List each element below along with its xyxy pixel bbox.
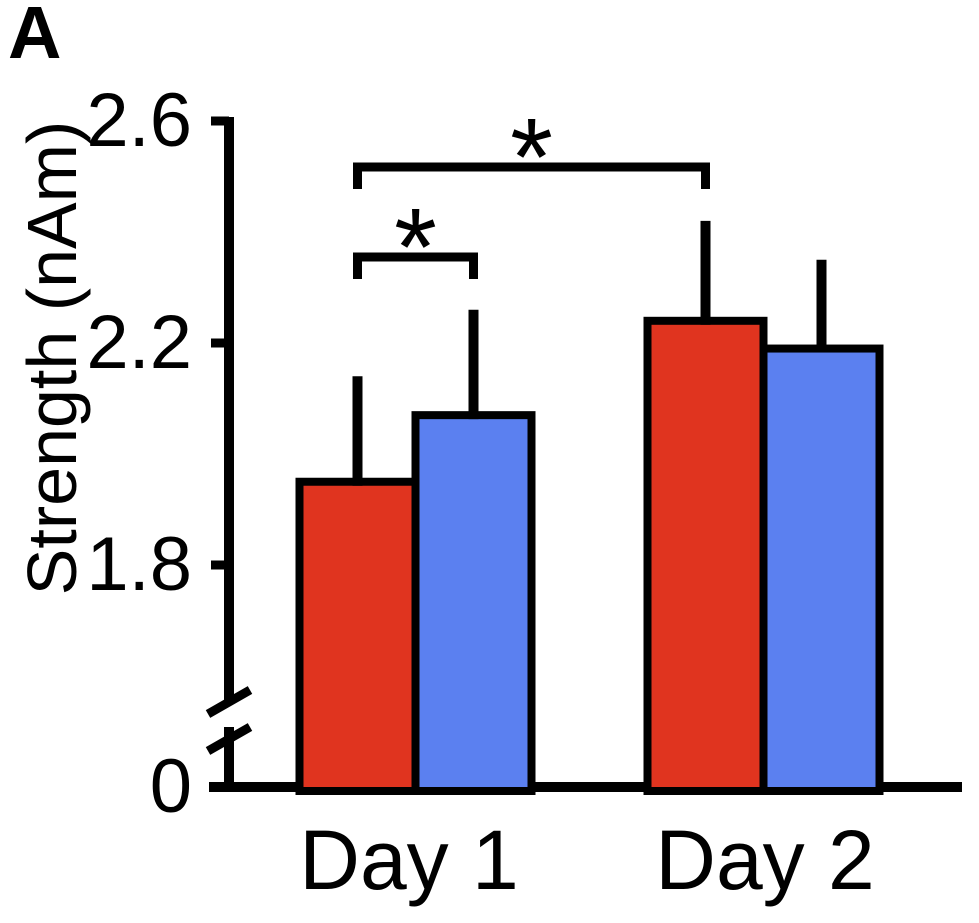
x-category-label-day1: Day 1 (299, 813, 519, 907)
bar-day1-red (295, 477, 420, 795)
panel-label: A (8, 0, 62, 74)
bar-day2-blue (759, 344, 884, 795)
significance-star-1: * (394, 186, 437, 309)
y-tick-label-2.6: 2.6 (86, 78, 192, 163)
x-category-label-day2: Day 2 (655, 813, 875, 907)
y-tick-label-1.8: 1.8 (86, 522, 192, 607)
significance-bracket-2 (353, 162, 710, 189)
axis-break-slash-lower (205, 723, 253, 755)
y-tick-label-0: 0 (149, 744, 192, 829)
bar-day1-blue (411, 411, 536, 795)
y-tick-label-2.2: 2.2 (86, 300, 192, 385)
bar-day2-red (643, 316, 768, 795)
significance-bracket-1 (353, 252, 478, 279)
axis-break-slash-upper (205, 686, 253, 718)
significance-star-2: * (510, 96, 553, 219)
